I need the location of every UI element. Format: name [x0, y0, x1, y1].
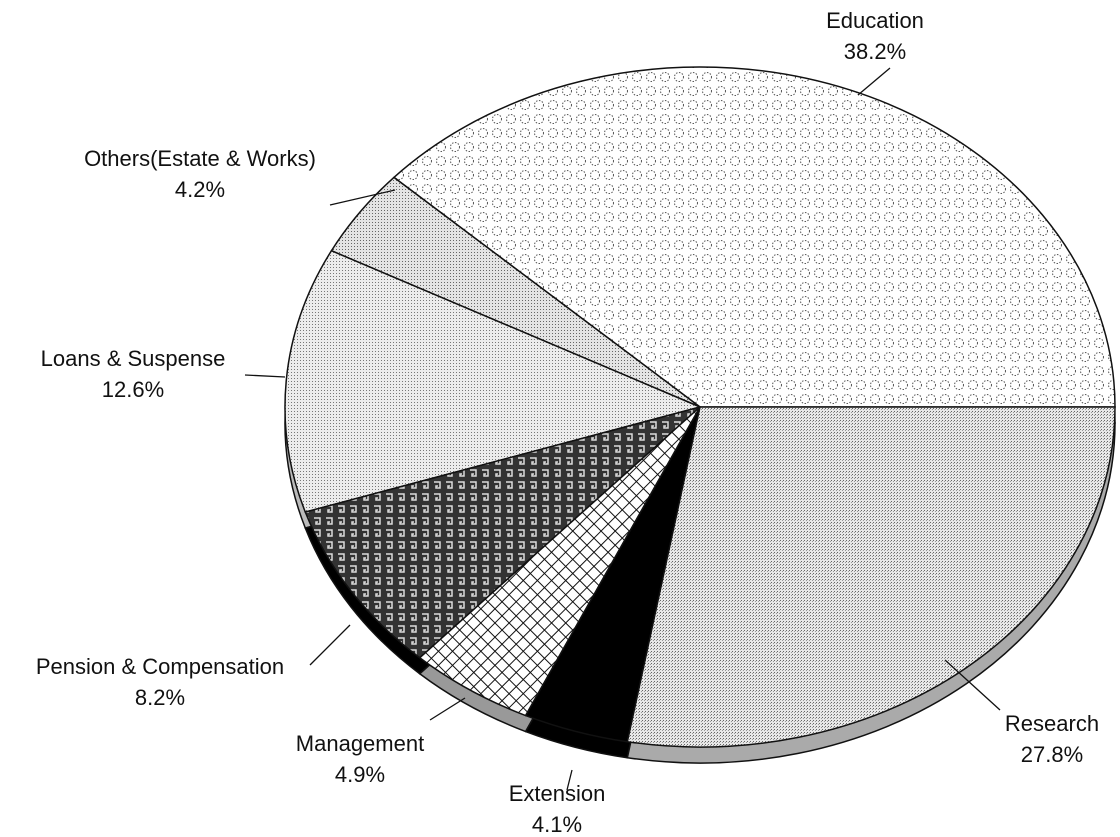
slice-value-label: 27.8%: [1021, 742, 1083, 767]
slice-label: Management: [296, 731, 424, 756]
slice-value-label: 8.2%: [135, 685, 185, 710]
slice: [626, 406, 1116, 748]
slice-value-label: 4.1%: [532, 812, 582, 837]
leader-line: [429, 697, 466, 721]
leader-line: [244, 374, 286, 378]
slice-label: Extension: [509, 781, 606, 806]
leader-line: [329, 189, 396, 206]
slice-label: Others(Estate & Works): [84, 146, 316, 171]
leader-line: [944, 659, 1001, 711]
slice-value-label: 4.9%: [335, 762, 385, 787]
slice-label: Research: [1005, 711, 1099, 736]
leader-line: [857, 67, 891, 96]
slice-value-label: 38.2%: [844, 39, 906, 64]
slice-value-label: 4.2%: [175, 177, 225, 202]
slice: [304, 406, 701, 659]
leader-line: [309, 624, 351, 666]
slice-value-label: 12.6%: [102, 377, 164, 402]
leader-line: [566, 769, 573, 791]
slice: [284, 249, 703, 513]
slice-label: Education: [826, 8, 924, 33]
slice-label: Loans & Suspense: [41, 346, 226, 371]
slice-label: Pension & Compensation: [36, 654, 284, 679]
slice: [392, 66, 1116, 408]
